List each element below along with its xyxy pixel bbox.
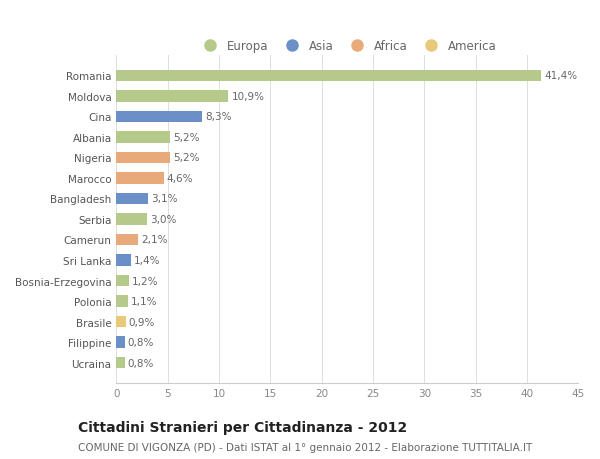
Legend: Europa, Asia, Africa, America: Europa, Asia, Africa, America bbox=[194, 35, 501, 58]
Text: COMUNE DI VIGONZA (PD) - Dati ISTAT al 1° gennaio 2012 - Elaborazione TUTTITALIA: COMUNE DI VIGONZA (PD) - Dati ISTAT al 1… bbox=[78, 442, 532, 452]
Text: 5,2%: 5,2% bbox=[173, 153, 199, 163]
Bar bbox=[116, 214, 147, 225]
Text: 5,2%: 5,2% bbox=[173, 133, 199, 143]
Bar bbox=[116, 91, 229, 102]
Text: 4,6%: 4,6% bbox=[167, 174, 193, 184]
Text: 0,8%: 0,8% bbox=[128, 337, 154, 347]
Text: 10,9%: 10,9% bbox=[232, 92, 265, 102]
Bar bbox=[116, 193, 148, 205]
Bar bbox=[116, 275, 129, 286]
Bar bbox=[116, 316, 126, 327]
Bar bbox=[116, 152, 170, 164]
Bar bbox=[116, 357, 125, 369]
Bar bbox=[116, 71, 541, 82]
Text: 1,2%: 1,2% bbox=[132, 276, 158, 286]
Text: 1,4%: 1,4% bbox=[134, 256, 160, 265]
Text: 3,0%: 3,0% bbox=[151, 214, 177, 224]
Text: 3,1%: 3,1% bbox=[151, 194, 178, 204]
Text: 41,4%: 41,4% bbox=[545, 71, 578, 81]
Text: 0,8%: 0,8% bbox=[128, 358, 154, 368]
Text: 0,9%: 0,9% bbox=[129, 317, 155, 327]
Bar bbox=[116, 132, 170, 143]
Bar bbox=[116, 235, 138, 246]
Bar bbox=[116, 337, 125, 348]
Bar bbox=[116, 173, 164, 184]
Text: 1,1%: 1,1% bbox=[131, 297, 157, 306]
Text: 8,3%: 8,3% bbox=[205, 112, 231, 122]
Bar bbox=[116, 255, 131, 266]
Bar bbox=[116, 296, 128, 307]
Text: 2,1%: 2,1% bbox=[141, 235, 167, 245]
Text: Cittadini Stranieri per Cittadinanza - 2012: Cittadini Stranieri per Cittadinanza - 2… bbox=[78, 420, 407, 434]
Bar bbox=[116, 112, 202, 123]
